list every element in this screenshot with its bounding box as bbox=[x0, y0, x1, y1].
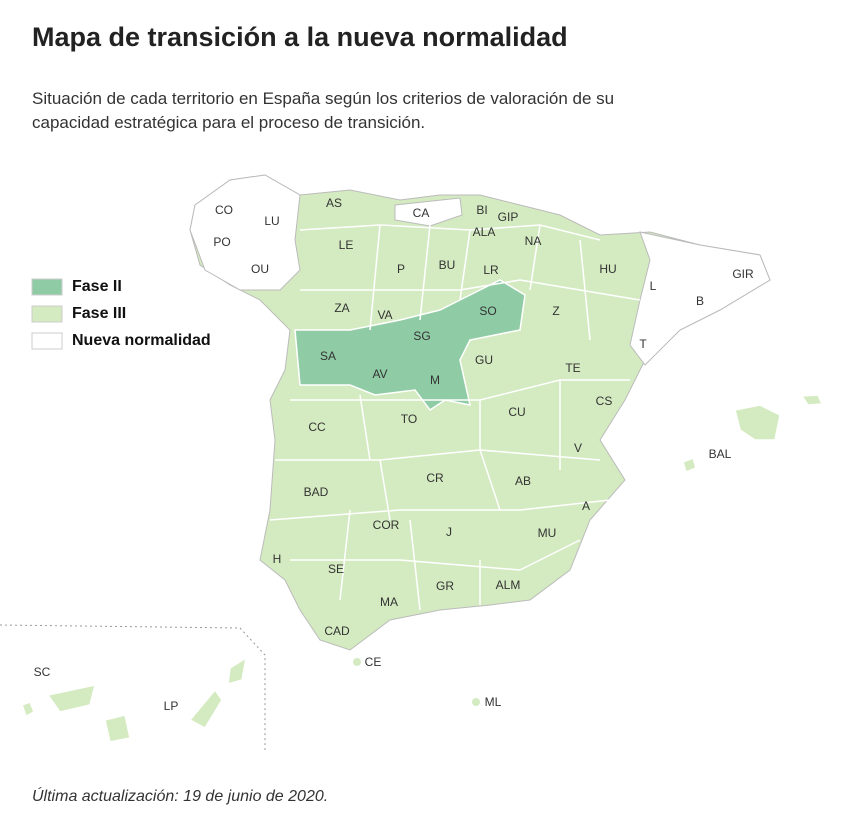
legend-swatch bbox=[31, 278, 63, 296]
region-label: VA bbox=[377, 308, 392, 322]
canarias-w2 bbox=[46, 684, 97, 713]
region-label: CC bbox=[308, 420, 326, 434]
region-label: CO bbox=[215, 203, 233, 217]
region-label: BU bbox=[439, 258, 456, 272]
galicia bbox=[189, 174, 301, 291]
baleares-ibiza bbox=[682, 456, 697, 474]
region-label: NA bbox=[525, 234, 542, 248]
title: Mapa de transición a la nueva normalidad bbox=[32, 22, 568, 52]
ceuta-dot bbox=[353, 658, 361, 666]
region-label: BAD bbox=[304, 485, 329, 499]
region-label: ZA bbox=[334, 301, 349, 315]
cataluna bbox=[629, 231, 771, 366]
canarias-e2 bbox=[227, 656, 248, 686]
footer: Última actualización: 19 de junio de 202… bbox=[32, 788, 329, 805]
region-label: AV bbox=[372, 367, 387, 381]
region-label: H bbox=[273, 552, 282, 566]
region-label: CAD bbox=[324, 624, 350, 638]
region-label: SE bbox=[328, 562, 344, 576]
region-label: HU bbox=[599, 262, 616, 276]
canarias-w3 bbox=[104, 714, 131, 743]
legend-swatch bbox=[31, 305, 63, 323]
region-label: TO bbox=[401, 412, 417, 426]
region-label: SC bbox=[34, 665, 51, 679]
region-label: B bbox=[696, 294, 704, 308]
region-label: SG bbox=[413, 329, 430, 343]
region-label: V bbox=[574, 441, 582, 455]
canarias-w1 bbox=[21, 701, 35, 718]
region-label: OU bbox=[251, 262, 269, 276]
legend-label: Fase III bbox=[72, 305, 126, 322]
region-label: Z bbox=[552, 304, 559, 318]
region-label: L bbox=[650, 279, 657, 293]
baleares-menorca bbox=[800, 394, 824, 406]
region-label: GIP bbox=[498, 210, 519, 224]
region-label: J bbox=[446, 525, 452, 539]
region-label: A bbox=[582, 499, 590, 513]
legend-swatch bbox=[31, 332, 63, 350]
subtitle: Situación de cada territorio en España s… bbox=[32, 89, 615, 132]
melilla-dot bbox=[472, 698, 480, 706]
region-label: ML bbox=[485, 695, 502, 709]
region-label: CU bbox=[508, 405, 525, 419]
cantabria bbox=[394, 197, 463, 227]
region-label: T bbox=[639, 337, 647, 351]
canarias-e1 bbox=[188, 688, 223, 729]
region-label: CA bbox=[413, 206, 430, 220]
region-label: ALA bbox=[473, 225, 496, 239]
region-label: LU bbox=[264, 214, 279, 228]
region-label: LP bbox=[164, 699, 179, 713]
region-label: ALM bbox=[496, 578, 521, 592]
region-label: CE bbox=[365, 655, 382, 669]
region-label: MA bbox=[380, 595, 398, 609]
region-label: GR bbox=[436, 579, 454, 593]
region-label: TE bbox=[565, 361, 580, 375]
region-label: BI bbox=[476, 203, 487, 217]
region-label: AB bbox=[515, 474, 531, 488]
region-label: SA bbox=[320, 349, 336, 363]
canarias-frame bbox=[0, 624, 266, 750]
region-label: PO bbox=[213, 235, 230, 249]
region-label: COR bbox=[373, 518, 400, 532]
borders bbox=[269, 224, 641, 611]
region-label: BAL bbox=[709, 447, 732, 461]
region-label: CR bbox=[426, 471, 444, 485]
region-label: M bbox=[430, 373, 440, 387]
legend-label: Fase II bbox=[72, 278, 122, 295]
legend-label: Nueva normalidad bbox=[72, 332, 211, 349]
region-label: LR bbox=[483, 263, 499, 277]
region-label: P bbox=[397, 262, 405, 276]
region-label: MU bbox=[538, 526, 557, 540]
region-label: AS bbox=[326, 196, 342, 210]
region-label: SO bbox=[479, 304, 496, 318]
region-label: GU bbox=[475, 353, 493, 367]
region-label: LE bbox=[339, 238, 354, 252]
baleares bbox=[734, 404, 781, 441]
region-label: GIR bbox=[732, 267, 754, 281]
region-label: CS bbox=[596, 394, 613, 408]
